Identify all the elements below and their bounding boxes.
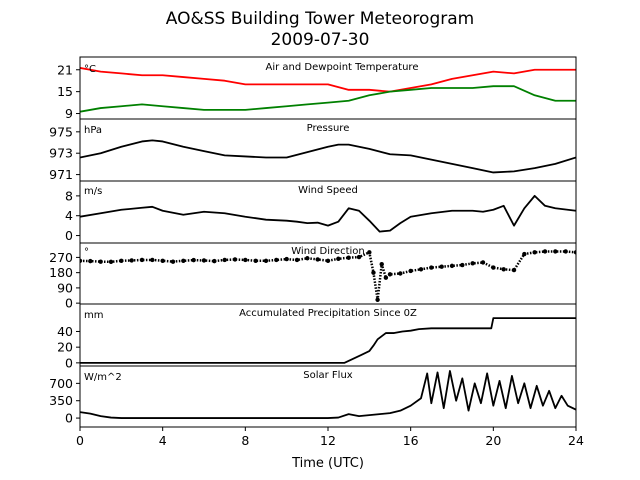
unit-label: °C xyxy=(84,64,96,75)
x-tick-label: 16 xyxy=(403,433,419,448)
panel-title: Solar Flux xyxy=(303,370,353,381)
panel-2: 975 973 971 hPa Pressure xyxy=(49,118,577,182)
panel-title: Wind Speed xyxy=(298,185,358,196)
x-tick-label: 12 xyxy=(320,433,336,448)
panel-title: Pressure xyxy=(307,123,350,134)
x-tick-label: 8 xyxy=(241,433,249,448)
y-tick-label: 9 xyxy=(65,106,73,121)
y-tick-label: 0 xyxy=(65,296,73,311)
unit-label: m/s xyxy=(84,186,102,197)
y-tick-label: 350 xyxy=(49,393,73,408)
y-tick-label: 0 xyxy=(65,355,73,370)
x-axis: 0 4 8 12 16 20 24 xyxy=(76,427,584,448)
panel-6: 700 350 0 W/m^2 Solar Flux xyxy=(49,365,577,428)
y-tick-label: 0 xyxy=(65,228,73,243)
series-line-2 xyxy=(80,85,576,113)
figure-title: AO&SS Building Tower Meteorogram xyxy=(166,9,474,29)
data-point-band xyxy=(80,250,576,300)
y-tick-label: 0 xyxy=(65,411,73,426)
x-tick-label: 0 xyxy=(76,433,84,448)
series-line-1 xyxy=(80,317,576,364)
y-tick-label: 8 xyxy=(65,188,73,203)
series-line-1 xyxy=(80,67,576,93)
y-tick-label: 4 xyxy=(65,208,73,223)
y-tick-label: 21 xyxy=(57,62,73,77)
y-tick-label: 973 xyxy=(49,146,73,161)
y-tick-label: 40 xyxy=(57,324,73,339)
series-line-1 xyxy=(80,139,576,174)
y-tick-label: 180 xyxy=(49,265,73,280)
panel-title: Wind Direction xyxy=(291,246,365,257)
figure-date: 2009-07-30 xyxy=(271,30,370,50)
series-line-1 xyxy=(80,194,576,233)
panel-1: 21 15 9 °C Air and Dewpoint Temperature xyxy=(57,56,577,121)
y-tick-label: 975 xyxy=(49,124,73,139)
y-tick-label: 270 xyxy=(49,250,73,265)
unit-label: ° xyxy=(84,247,89,258)
unit-label: W/m^2 xyxy=(84,372,122,383)
y-tick-label: 90 xyxy=(57,280,73,295)
x-axis-label: Time (UTC) xyxy=(291,456,364,471)
y-tick-label: 15 xyxy=(57,84,73,99)
x-tick-label: 20 xyxy=(485,433,501,448)
series-line-1 xyxy=(80,370,576,419)
unit-label: hPa xyxy=(84,125,102,136)
panel-3: 8 4 0 m/s Wind Speed xyxy=(65,180,577,244)
panel-title: Accumulated Precipitation Since 0Z xyxy=(239,308,417,319)
panel-title: Air and Dewpoint Temperature xyxy=(266,62,419,73)
y-tick-label: 700 xyxy=(49,376,73,391)
x-tick-label: 24 xyxy=(568,433,584,448)
series-1 xyxy=(80,249,576,302)
unit-label: mm xyxy=(84,310,103,321)
x-tick-label: 4 xyxy=(159,433,167,448)
y-tick-label: 20 xyxy=(57,340,73,355)
y-tick-label: 971 xyxy=(49,167,73,182)
